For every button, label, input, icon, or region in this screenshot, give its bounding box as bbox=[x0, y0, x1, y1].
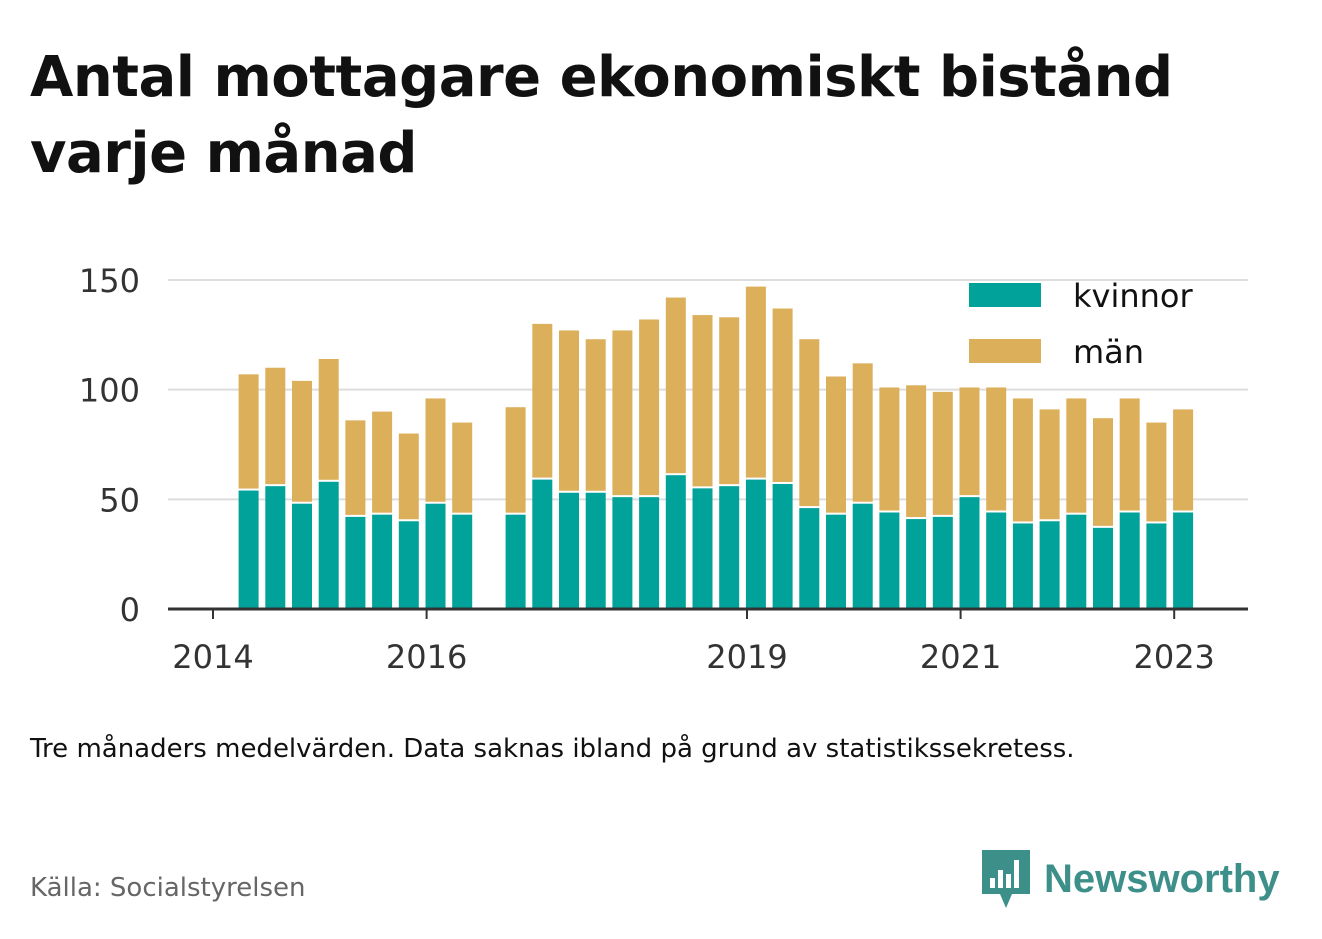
bar-kvinnor bbox=[852, 503, 873, 609]
x-tick-label: 2016 bbox=[386, 638, 467, 676]
source-credit: Källa: Socialstyrelsen bbox=[30, 873, 306, 903]
bar-kvinnor bbox=[1039, 521, 1060, 609]
bar-kvinnor bbox=[372, 514, 393, 609]
bar-kvinnor bbox=[986, 512, 1007, 609]
bar-kvinnor bbox=[292, 503, 312, 609]
y-tick-label: 50 bbox=[99, 481, 140, 519]
chart-note: Tre månaders medelvärden. Data saknas ib… bbox=[30, 734, 1075, 764]
bar-man bbox=[932, 391, 953, 515]
bar-man bbox=[585, 339, 606, 491]
bar-kvinnor bbox=[238, 490, 259, 609]
bar-kvinnor bbox=[745, 479, 766, 609]
bar-man bbox=[559, 330, 579, 491]
bar-kvinnor bbox=[932, 516, 953, 609]
bar-man bbox=[1012, 398, 1033, 522]
brand-name: Newsworthy bbox=[1044, 856, 1280, 901]
bar-man bbox=[532, 323, 553, 478]
bar-man bbox=[318, 358, 339, 480]
bar-man bbox=[345, 420, 366, 515]
y-tick-label: 100 bbox=[79, 372, 140, 410]
y-tick-label: 0 bbox=[120, 591, 140, 629]
y-tick-label: 150 bbox=[79, 262, 140, 300]
bar-kvinnor bbox=[1173, 512, 1194, 609]
x-tick-label: 2021 bbox=[920, 638, 1001, 676]
bar-kvinnor bbox=[425, 503, 446, 609]
bar-kvinnor bbox=[559, 492, 579, 609]
bar-man bbox=[772, 308, 793, 482]
chart-title: Antal mottagare ekonomiskt bistånd varje… bbox=[30, 45, 1173, 186]
bars bbox=[238, 286, 1194, 609]
bar-kvinnor bbox=[1066, 514, 1087, 609]
newsworthy-logo[interactable]: Newsworthy bbox=[982, 850, 1280, 908]
legend-label-kvinnor: kvinnor bbox=[1073, 277, 1194, 315]
bar-kvinnor bbox=[826, 514, 846, 609]
bar-kvinnor bbox=[505, 514, 526, 609]
x-tick-label: 2014 bbox=[172, 638, 253, 676]
bar-kvinnor bbox=[959, 497, 980, 609]
bar-kvinnor bbox=[532, 479, 553, 609]
bar-man bbox=[959, 387, 980, 496]
bar-man bbox=[719, 317, 740, 485]
bar-kvinnor bbox=[585, 492, 606, 609]
bar-man bbox=[665, 297, 686, 474]
bar-man bbox=[398, 433, 419, 520]
bar-man bbox=[1146, 422, 1167, 522]
legend-swatch-man bbox=[969, 339, 1041, 363]
bar-man bbox=[986, 387, 1007, 511]
bar-man bbox=[1093, 418, 1113, 526]
bar-man bbox=[292, 380, 312, 502]
bar-man bbox=[852, 363, 873, 502]
bar-man bbox=[1066, 398, 1087, 513]
bar-man bbox=[452, 422, 473, 513]
bar-man bbox=[826, 376, 846, 513]
bar-kvinnor bbox=[772, 483, 793, 609]
x-tick-label: 2023 bbox=[1133, 638, 1214, 676]
bar-kvinnor bbox=[639, 497, 660, 609]
bar-kvinnor bbox=[879, 512, 900, 609]
bar-kvinnor bbox=[1119, 512, 1140, 609]
bar-man bbox=[799, 339, 820, 507]
legend: kvinnor män bbox=[969, 277, 1194, 371]
bar-kvinnor bbox=[318, 481, 339, 609]
bar-man bbox=[692, 315, 713, 487]
bar-kvinnor bbox=[665, 475, 686, 609]
bar-man bbox=[612, 330, 633, 496]
bar-kvinnor bbox=[1093, 527, 1113, 609]
bar-kvinnor bbox=[799, 508, 820, 609]
bar-man bbox=[1119, 398, 1140, 511]
bar-man bbox=[879, 387, 900, 511]
bar-man bbox=[1173, 409, 1194, 511]
bar-man bbox=[745, 286, 766, 478]
legend-swatch-kvinnor bbox=[969, 283, 1041, 307]
bar-man bbox=[425, 398, 446, 502]
bar-kvinnor bbox=[398, 521, 419, 609]
bar-kvinnor bbox=[906, 519, 927, 609]
bar-man bbox=[639, 319, 660, 496]
bar-man bbox=[238, 374, 259, 489]
bar-kvinnor bbox=[612, 497, 633, 609]
legend-label-man: män bbox=[1073, 333, 1144, 371]
bar-kvinnor bbox=[345, 516, 366, 609]
newsworthy-logo-icon bbox=[982, 850, 1030, 908]
bar-man bbox=[505, 407, 526, 513]
bar-kvinnor bbox=[692, 488, 713, 609]
bar-man bbox=[906, 385, 927, 518]
bar-kvinnor bbox=[1146, 523, 1167, 609]
bar-man bbox=[265, 367, 286, 485]
bar-kvinnor bbox=[265, 486, 286, 609]
bar-kvinnor bbox=[452, 514, 473, 609]
bar-kvinnor bbox=[1012, 523, 1033, 609]
x-axis: 2014 2016 2019 2021 2023 bbox=[168, 607, 1248, 676]
x-tick-label: 2019 bbox=[706, 638, 787, 676]
bar-kvinnor bbox=[719, 486, 740, 609]
bar-man bbox=[1039, 409, 1060, 520]
bar-man bbox=[372, 411, 393, 513]
